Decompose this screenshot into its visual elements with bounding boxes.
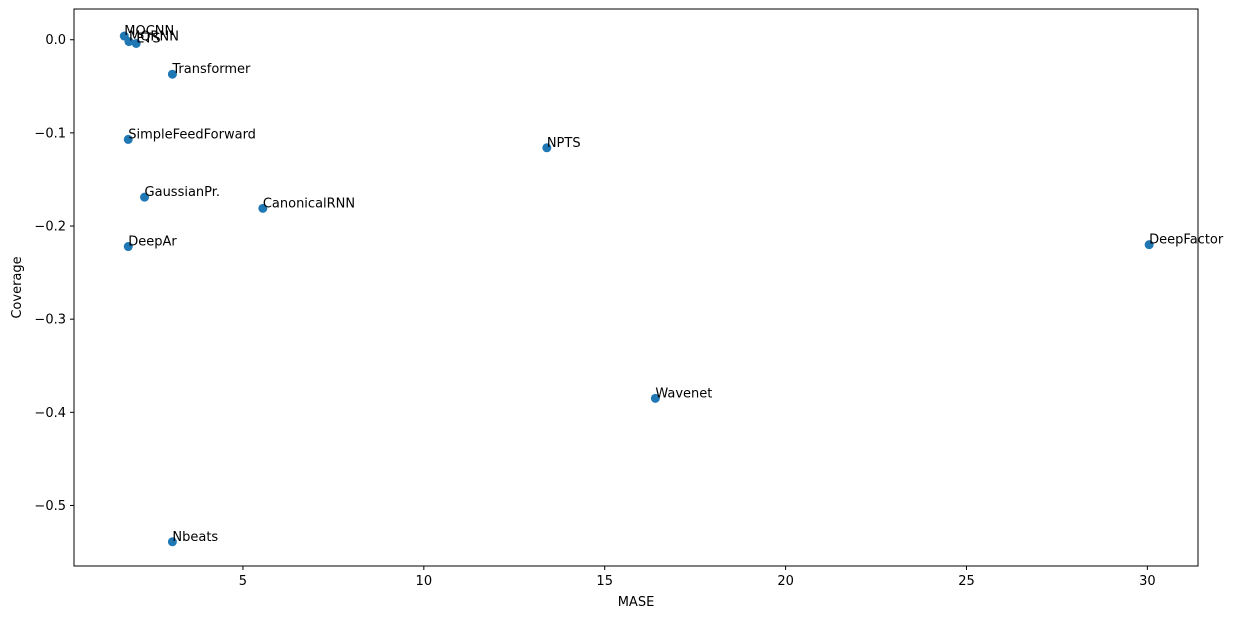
x-tick-label: 10 (416, 574, 433, 589)
data-point (650, 393, 660, 403)
x-tick-label: 15 (596, 574, 613, 589)
data-point-label: DeepAr (128, 235, 177, 250)
data-point (131, 38, 141, 48)
data-point (258, 203, 268, 213)
data-point (1144, 240, 1154, 250)
data-point-label: CanonicalRNN (263, 196, 355, 211)
data-point (123, 242, 133, 252)
data-point-label: Nbeats (172, 530, 218, 545)
y-axis: 0.0 −0.1 −0.2 −0.3 −0.4 −0.5 (34, 33, 74, 514)
data-point-label: MQCNN (124, 24, 174, 39)
x-axis: 5 10 15 20 25 30 (239, 566, 1156, 589)
data-point-label: SimpleFeedForward (128, 127, 256, 142)
data-point-label: MQRNN (129, 30, 179, 45)
data-point-label: Wavenet (655, 386, 712, 401)
data-point (167, 537, 177, 547)
x-tick-label: 25 (958, 574, 975, 589)
data-point-label: ETS (136, 31, 160, 46)
y-tick-label: −0.1 (34, 126, 66, 141)
x-axis-label: MASE (618, 595, 655, 610)
data-point (124, 37, 134, 47)
data-point (140, 192, 150, 202)
data-point-label: NPTS (547, 136, 581, 151)
y-tick-label: −0.4 (34, 406, 66, 421)
plot-area (73, 8, 1199, 567)
x-tick-label: 5 (239, 574, 247, 589)
y-tick-label: −0.5 (34, 499, 66, 514)
y-tick-label: −0.2 (34, 220, 66, 235)
y-tick-label: 0.0 (45, 33, 66, 48)
data-point-label: Transformer (171, 62, 251, 77)
data-point-label: DeepFactor (1149, 233, 1224, 248)
x-tick-label: 30 (1139, 574, 1156, 589)
x-tick-label: 20 (777, 574, 794, 589)
data-point (542, 143, 552, 153)
y-tick-label: −0.3 (34, 313, 66, 328)
data-point (123, 134, 133, 144)
y-axis-label: Coverage (10, 256, 25, 318)
data-point (167, 69, 177, 79)
data-point-label: GaussianPr. (145, 185, 221, 200)
